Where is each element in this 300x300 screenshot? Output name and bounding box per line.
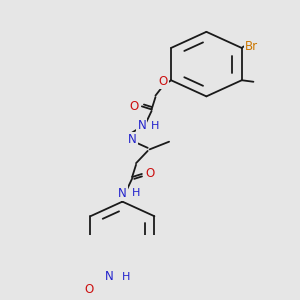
Text: O: O	[130, 100, 139, 113]
Text: N: N	[137, 119, 146, 132]
Text: N: N	[104, 270, 113, 284]
Text: O: O	[159, 75, 168, 88]
Text: H: H	[132, 188, 140, 198]
Text: N: N	[118, 187, 127, 200]
Text: N: N	[128, 133, 136, 146]
Text: Br: Br	[245, 40, 258, 53]
Text: O: O	[85, 283, 94, 296]
Text: H: H	[151, 121, 160, 130]
Text: O: O	[145, 167, 154, 181]
Text: H: H	[122, 272, 130, 282]
